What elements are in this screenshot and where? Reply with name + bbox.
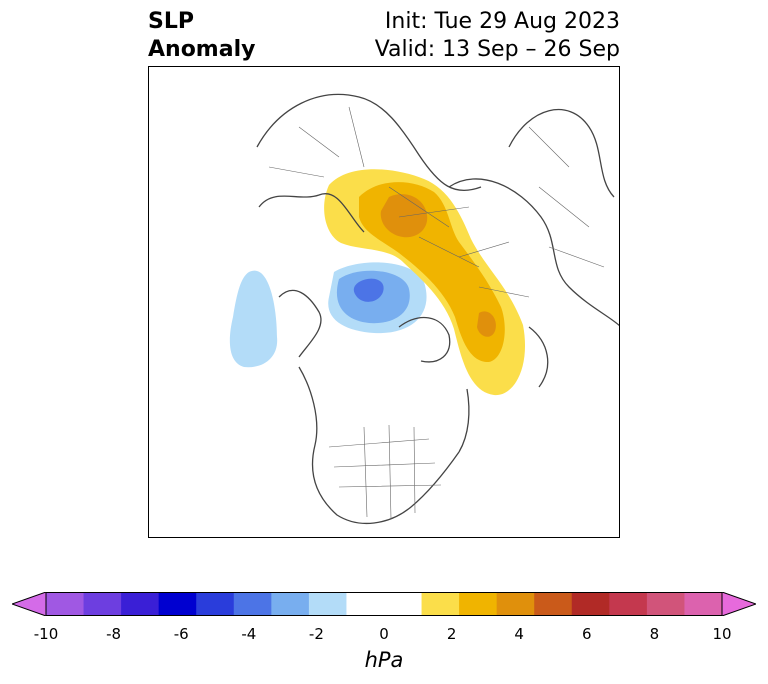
colorbar-tick-label: 6 (582, 625, 592, 643)
title-anomaly: Anomaly (148, 37, 256, 62)
colorbar-bin (459, 592, 498, 616)
colorbar-tick-label: 0 (379, 625, 389, 643)
colorbar-bin (83, 592, 122, 616)
negative-anomaly-pacific (229, 270, 278, 368)
colorbar-tick-label: -2 (308, 625, 324, 643)
colorbar-bin (196, 592, 235, 616)
colorbar-bin (609, 592, 648, 616)
colorbar-bin (346, 592, 385, 616)
negative-anomaly-greenland-core (353, 278, 384, 302)
political-borders (268, 106, 605, 520)
positive-anomaly-scandinavia-core (477, 311, 496, 337)
colorbar-tick-label: 8 (649, 625, 660, 643)
anomaly-fills (229, 169, 526, 396)
colorbar-bin (46, 592, 85, 616)
title-variable: SLP (148, 9, 194, 34)
plot-title-left: SLP Anomaly (148, 8, 255, 64)
colorbar-units: hPa (364, 648, 404, 672)
colorbar-bin (233, 592, 272, 616)
colorbar-tick-label: 4 (514, 625, 524, 643)
colorbar-bin (684, 592, 723, 616)
colorbar-tick-label: 2 (446, 625, 457, 643)
colorbar-outline (45, 592, 723, 616)
plot-title-right: Init: Tue 29 Aug 2023 Valid: 13 Sep – 26… (375, 8, 620, 64)
init-date: Init: Tue 29 Aug 2023 (384, 9, 620, 34)
colorbar-extend-low (12, 592, 47, 616)
colorbar-bin (271, 592, 310, 616)
colorbar-bin (421, 592, 460, 616)
colorbar-bin (646, 592, 685, 616)
colorbar-bin (534, 592, 573, 616)
colorbar (12, 592, 756, 616)
map-panel (148, 66, 620, 538)
colorbar-bin (308, 592, 347, 616)
colorbar-tick-label: 10 (712, 625, 732, 643)
anomaly-map (229, 93, 619, 525)
colorbar-bin (158, 592, 197, 616)
colorbar-bin (571, 592, 610, 616)
colorbar-tick-label: -8 (106, 625, 122, 643)
valid-range: Valid: 13 Sep – 26 Sep (374, 37, 620, 62)
colorbar-tick-label: -4 (241, 625, 257, 643)
colorbar-tick-label: -10 (33, 625, 59, 643)
colorbar-bin (121, 592, 160, 616)
colorbar-bin (384, 592, 423, 616)
colorbar-tick-label: -6 (173, 625, 189, 643)
colorbar-bin (496, 592, 535, 616)
colorbar-extend-high (721, 592, 756, 616)
coastlines (256, 93, 619, 525)
